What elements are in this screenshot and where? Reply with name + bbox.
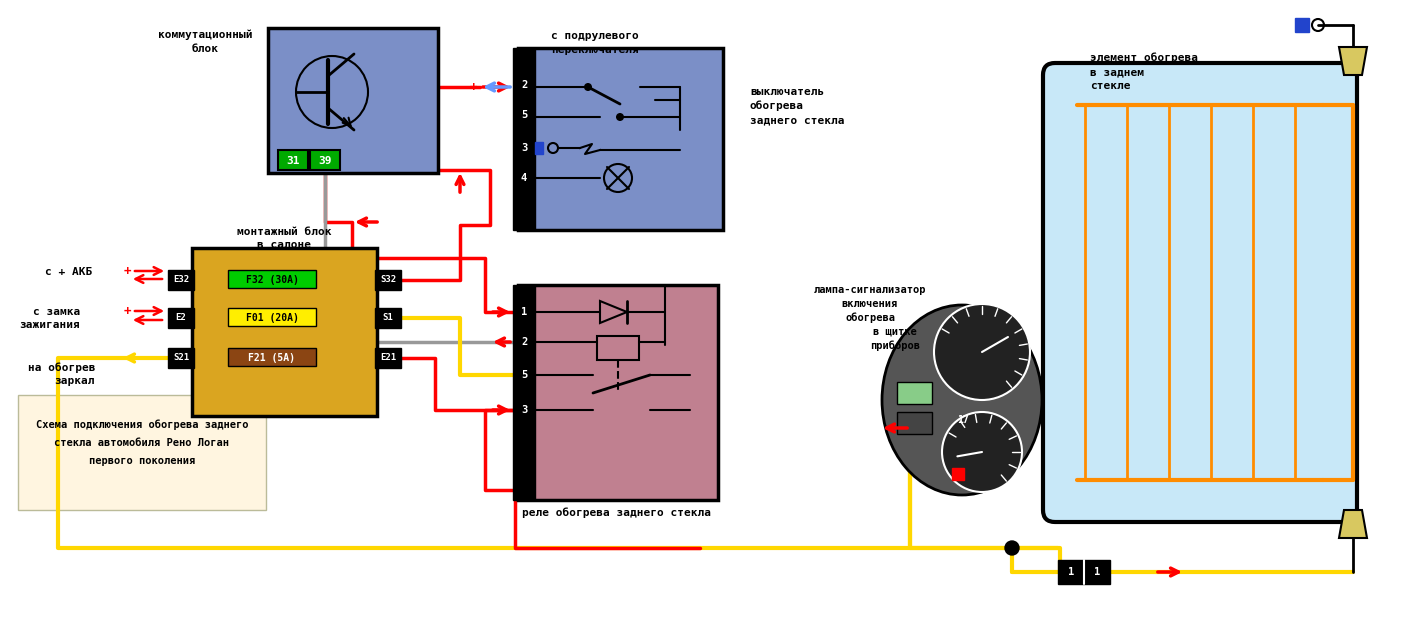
Text: блок: блок	[191, 44, 218, 54]
Text: обогрева: обогрева	[845, 313, 895, 323]
Bar	[513, 285, 535, 500]
Bar	[518, 285, 718, 500]
Text: F32 (30A): F32 (30A)	[245, 275, 298, 285]
Text: 1: 1	[1068, 567, 1073, 577]
Text: обогрева: обогрева	[750, 101, 804, 111]
Text: в щитке: в щитке	[873, 327, 917, 337]
Polygon shape	[1339, 510, 1367, 538]
Text: переключателя: переключателя	[552, 45, 640, 55]
Text: приборов: приборов	[871, 341, 920, 351]
Bar	[18, 395, 267, 510]
Text: с замка: с замка	[33, 307, 79, 317]
Text: 5: 5	[520, 370, 527, 380]
Bar	[191, 248, 377, 416]
Text: в заднем: в заднем	[1090, 67, 1144, 77]
Text: первого поколения: первого поколения	[89, 456, 196, 466]
Text: включения: включения	[842, 299, 898, 309]
Text: монтажный блок: монтажный блок	[237, 227, 332, 237]
Text: стекла автомобиля Рено Логан: стекла автомобиля Рено Логан	[54, 438, 230, 448]
Bar	[374, 348, 401, 368]
Text: S32: S32	[380, 276, 396, 284]
Text: стекле: стекле	[1090, 81, 1130, 91]
Text: выключатель: выключатель	[750, 87, 824, 97]
Text: коммутационный: коммутационный	[157, 30, 252, 40]
Circle shape	[942, 412, 1022, 492]
Text: заркал: заркал	[54, 376, 95, 386]
Text: E32: E32	[173, 276, 189, 284]
Text: лампа-сигнализатор: лампа-сигнализатор	[814, 285, 926, 295]
Text: на обогрев: на обогрев	[27, 363, 95, 373]
Bar	[228, 308, 316, 326]
Text: с + АКБ: с + АКБ	[45, 267, 92, 277]
Text: +: +	[123, 305, 130, 317]
Text: элемент обогрева: элемент обогрева	[1090, 53, 1198, 63]
Ellipse shape	[882, 305, 1042, 495]
Text: 1: 1	[520, 307, 527, 317]
Circle shape	[1005, 541, 1020, 555]
Text: зажигания: зажигания	[20, 320, 79, 330]
Text: 5: 5	[520, 110, 527, 120]
Bar	[951, 468, 964, 480]
Bar	[374, 308, 401, 328]
Bar	[1058, 560, 1110, 584]
Text: реле обогрева заднего стекла: реле обогрева заднего стекла	[522, 508, 712, 518]
Circle shape	[615, 113, 624, 121]
Text: 3: 3	[520, 143, 527, 153]
Text: в салоне: в салоне	[257, 240, 311, 250]
Text: S21: S21	[173, 353, 189, 363]
Text: 17: 17	[957, 415, 968, 425]
Bar	[268, 28, 438, 173]
Bar	[513, 48, 535, 230]
Bar	[597, 336, 640, 360]
Text: E21: E21	[380, 353, 396, 363]
Text: 3: 3	[520, 405, 527, 415]
FancyBboxPatch shape	[1044, 63, 1357, 522]
Text: 2: 2	[520, 80, 527, 90]
Bar	[311, 150, 340, 170]
Bar	[167, 348, 194, 368]
Text: 1: 1	[1093, 567, 1100, 577]
Bar	[167, 270, 194, 290]
Text: F21 (5A): F21 (5A)	[248, 353, 295, 363]
Text: с подрулевого: с подрулевого	[552, 31, 640, 41]
Text: Схема подключения обогрева заднего: Схема подключения обогрева заднего	[35, 420, 248, 430]
Text: +: +	[123, 264, 130, 277]
Text: S1: S1	[383, 313, 393, 322]
Text: F01 (20A): F01 (20A)	[245, 313, 298, 323]
Bar	[898, 412, 932, 434]
Text: E2: E2	[176, 313, 186, 322]
Bar	[228, 270, 316, 288]
Text: заднего стекла: заднего стекла	[750, 115, 845, 125]
Bar	[374, 270, 401, 290]
Text: 4: 4	[520, 173, 527, 183]
Text: 2: 2	[520, 337, 527, 347]
Bar	[535, 142, 543, 154]
Bar	[278, 150, 308, 170]
Circle shape	[584, 83, 591, 91]
Bar	[228, 348, 316, 366]
Bar	[167, 308, 194, 328]
Bar	[898, 382, 932, 404]
Text: 31: 31	[286, 156, 299, 166]
Bar	[518, 48, 723, 230]
Text: +: +	[469, 80, 476, 93]
Circle shape	[934, 304, 1029, 400]
Polygon shape	[1339, 47, 1367, 75]
Bar	[1295, 18, 1309, 32]
Text: 39: 39	[318, 156, 332, 166]
